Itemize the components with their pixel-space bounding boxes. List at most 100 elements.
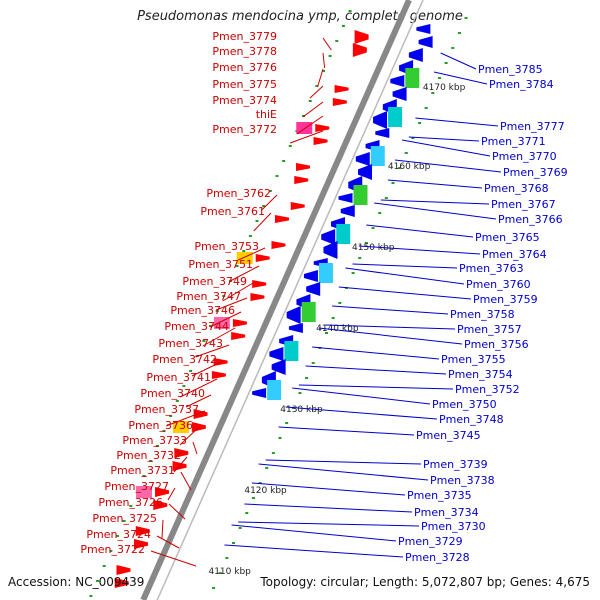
ruler-dot bbox=[298, 392, 302, 394]
gene-label-right: Pmen_3758 bbox=[450, 308, 515, 321]
forward-gene bbox=[116, 565, 131, 575]
reverse-gene bbox=[355, 152, 370, 166]
gene-label-right: Pmen_3760 bbox=[466, 278, 531, 291]
ruler-dot bbox=[142, 475, 146, 477]
gene-label-right: Pmen_3755 bbox=[441, 353, 506, 366]
gene-label-left: Pmen_3743 bbox=[158, 337, 223, 350]
label-leader-line bbox=[322, 52, 326, 69]
gene-label-right: Pmen_3739 bbox=[423, 458, 488, 471]
gene-label-left: Pmen_3776 bbox=[212, 61, 277, 74]
label-leader-line bbox=[298, 384, 454, 390]
label-leader-line bbox=[215, 297, 248, 311]
reverse-gene bbox=[288, 323, 303, 333]
ruler-dot bbox=[102, 565, 106, 567]
ruler-dot bbox=[338, 302, 342, 304]
gene-label-left: Pmen_3772 bbox=[212, 123, 277, 136]
ruler-tick-label: 4130 kbp bbox=[280, 405, 323, 415]
ruler-dot bbox=[282, 160, 286, 162]
label-leader-line bbox=[325, 324, 456, 330]
ruler-dot bbox=[351, 272, 355, 274]
label-leader-line bbox=[408, 136, 480, 142]
feature-block bbox=[353, 185, 368, 205]
label-leader-line bbox=[230, 265, 260, 282]
forward-gene bbox=[352, 43, 367, 57]
feature-block bbox=[172, 421, 189, 433]
gene-label-right: Pmen_3745 bbox=[416, 429, 481, 442]
ruler-dot bbox=[248, 235, 252, 237]
reverse-gene bbox=[321, 229, 336, 245]
feature-block bbox=[213, 317, 230, 329]
label-leader-line bbox=[179, 426, 200, 446]
feature-block bbox=[388, 107, 403, 127]
forward-gene bbox=[255, 254, 270, 262]
label-leader-line bbox=[318, 327, 463, 345]
ruler-dot bbox=[122, 520, 126, 522]
ruler-dot bbox=[268, 190, 272, 192]
feature-block bbox=[284, 341, 299, 361]
reverse-gene bbox=[358, 164, 373, 180]
ruler-dot bbox=[245, 512, 249, 514]
gene-label-right: Pmen_3767 bbox=[491, 198, 556, 211]
ruler-dot bbox=[404, 152, 408, 154]
label-leader-line bbox=[191, 360, 224, 377]
label-leader-line bbox=[352, 263, 458, 269]
label-leader-line bbox=[165, 410, 206, 427]
forward-gene bbox=[114, 578, 129, 588]
ruler-dot bbox=[235, 265, 239, 267]
label-leader-line bbox=[180, 471, 192, 491]
label-leader-line bbox=[366, 224, 474, 238]
forward-gene bbox=[294, 176, 309, 184]
ruler-dot bbox=[464, 17, 468, 19]
ruler-dot bbox=[418, 122, 422, 124]
gene-label-left: Pmen_3737 bbox=[134, 403, 199, 416]
gene-label-right: Pmen_3785 bbox=[478, 63, 543, 76]
ruler-dot bbox=[202, 340, 206, 342]
ruler-dot bbox=[242, 250, 246, 252]
reverse-gene bbox=[252, 388, 267, 398]
forward-gene bbox=[250, 293, 265, 301]
gene-label-right: Pmen_3738 bbox=[430, 474, 495, 487]
ruler-dot bbox=[96, 580, 100, 582]
genome-track: 4170 kbp 4160 kbp 4150 kbp 4140 kbp 4130 kbp… bbox=[80, 0, 568, 600]
ruler-tick-label: 4150 kbp bbox=[352, 243, 395, 253]
gene-label-left: Pmen_3733 bbox=[122, 434, 187, 447]
ruler-dot bbox=[364, 242, 368, 244]
ruler-dot bbox=[328, 55, 332, 57]
forward-gene bbox=[274, 215, 289, 223]
ruler-dot bbox=[311, 362, 315, 364]
label-leader-line bbox=[312, 346, 440, 360]
label-leader-line bbox=[380, 199, 490, 205]
label-leader-line bbox=[402, 139, 491, 157]
ruler-dot bbox=[335, 40, 339, 42]
gene-label-left: Pmen_3751 bbox=[188, 258, 253, 271]
reverse-gene bbox=[303, 270, 318, 282]
ruler-dot bbox=[189, 370, 193, 372]
gene-label-right: Pmen_3748 bbox=[439, 413, 504, 426]
label-leader-line bbox=[185, 394, 212, 408]
feature-block bbox=[370, 146, 385, 166]
gene-label-left: Pmen_3732 bbox=[116, 449, 181, 462]
gene-label-right: Pmen_3765 bbox=[475, 231, 540, 244]
label-leader-line bbox=[150, 550, 197, 567]
label-leader-line bbox=[156, 535, 180, 549]
gene-label-left: Pmen_3761 bbox=[200, 205, 265, 218]
gene-label-right: Pmen_3770 bbox=[492, 150, 557, 163]
gene-label-right: Pmen_3768 bbox=[484, 182, 549, 195]
gene-label-left: Pmen_3779 bbox=[212, 30, 277, 43]
ruler-dot bbox=[457, 32, 461, 34]
ruler-dot bbox=[129, 505, 133, 507]
reverse-gene bbox=[338, 193, 353, 203]
ruler-dot bbox=[331, 317, 335, 319]
gene-label-left: Pmen_3731 bbox=[110, 464, 175, 477]
ruler-dot bbox=[162, 430, 166, 432]
gene-label-right: Pmen_3757 bbox=[457, 323, 522, 336]
label-leader-line bbox=[167, 487, 176, 501]
label-leader-line bbox=[253, 212, 272, 232]
reverse-gene bbox=[306, 282, 321, 296]
ruler-dot bbox=[222, 295, 226, 297]
ruler-dot bbox=[398, 167, 402, 169]
label-leader-line bbox=[173, 456, 188, 473]
forward-gene bbox=[315, 124, 330, 132]
gene-label-left: Pmen_3725 bbox=[92, 512, 157, 525]
